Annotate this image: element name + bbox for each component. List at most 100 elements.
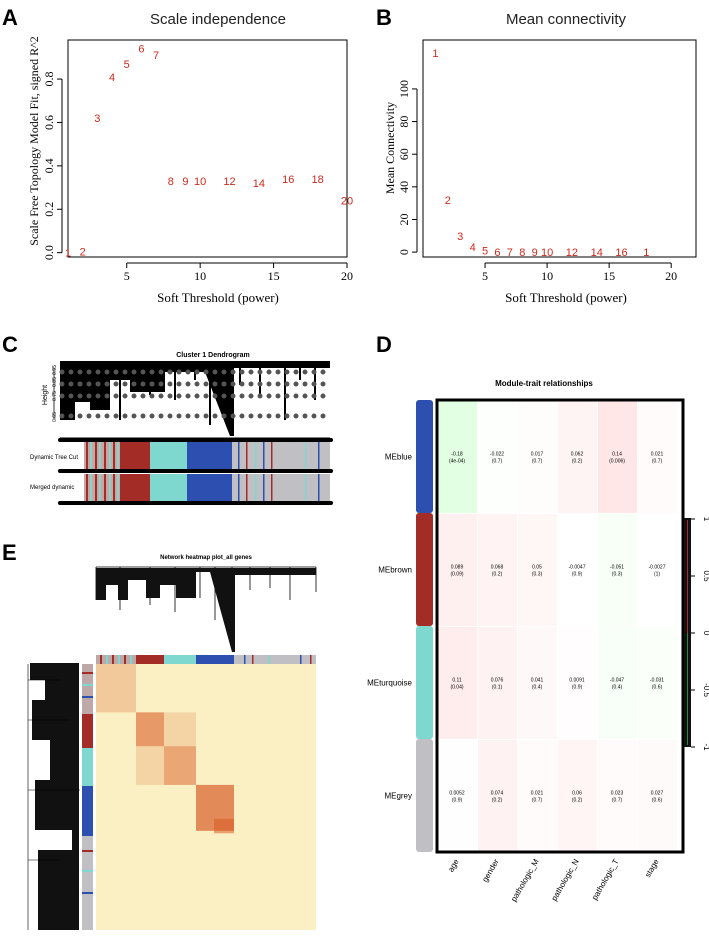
- chart-a-ylabel: Scale Free Topology Model Fit, signed R^…: [27, 36, 41, 246]
- heatmap-cell: [478, 740, 517, 852]
- chart-e-left-module-bar: [82, 664, 93, 930]
- y-tick-label: 0.95: [52, 365, 58, 375]
- heatmap-cell: [638, 627, 677, 739]
- module-stripe: [95, 441, 97, 470]
- module-stripe: [238, 441, 240, 470]
- panel-b: B Mean connectivity 5 10 15 20 020406080100…: [376, 5, 697, 305]
- y-tick-label: 0.8: [42, 72, 56, 87]
- heatmap-cell: [478, 401, 517, 513]
- cell-correlation: 0.06: [572, 791, 582, 797]
- cell-pvalue: (0.3): [612, 572, 623, 578]
- y-tick-label: 0.65: [52, 412, 58, 422]
- colorbar-tick-label: -0.5: [702, 683, 709, 697]
- data-point-label: 3: [457, 231, 463, 243]
- cell-correlation: 0.021: [651, 452, 664, 458]
- chart-d-frame: [435, 398, 685, 854]
- cell-correlation: 0.0052: [449, 791, 465, 797]
- data-point-label: 14: [253, 178, 265, 190]
- cell-pvalue: (0.2): [572, 459, 583, 465]
- heatmap-cell: [438, 401, 477, 513]
- module-block-core: [214, 818, 234, 834]
- cell-pvalue: (0.006): [609, 459, 625, 465]
- x-tick-label: 5: [482, 269, 488, 283]
- module-stripe: [95, 474, 97, 502]
- heatmap-cell: [638, 401, 677, 513]
- module-color-MEgrey: [416, 739, 433, 852]
- cell-correlation: 0.05: [532, 565, 542, 571]
- chart-b-ylabel: Mean Connectivity: [383, 102, 397, 194]
- heatmap-cell: [598, 514, 637, 626]
- y-tick-label: 0.2: [42, 202, 56, 217]
- chart-e-title: Network heatmap plot_all genes: [160, 555, 252, 561]
- left-dendrogram-mass: [30, 663, 79, 930]
- module-stripe: [100, 655, 102, 664]
- cell-correlation: 0.14: [612, 452, 622, 458]
- y-tick-label: 0.75: [52, 391, 58, 401]
- cell-pvalue: (0.9): [572, 572, 583, 578]
- row-label: MEblue: [385, 453, 413, 462]
- module-stripe: [117, 441, 119, 470]
- chart-b-x-axis: 5 10 15 20: [482, 262, 677, 283]
- heatmap-cell: [518, 514, 557, 626]
- cell-correlation: 0.089: [451, 565, 464, 571]
- cell-correlation: 0.027: [651, 791, 664, 797]
- module-stripe: [99, 474, 101, 502]
- module-stripe: [118, 655, 120, 664]
- cell-correlation: 0.062: [571, 452, 584, 458]
- cell-correlation: 0.074: [491, 791, 504, 797]
- module-stripe: [104, 441, 106, 470]
- data-point-label: 9: [532, 247, 538, 259]
- module-stripe: [106, 655, 108, 664]
- chart-c-title: Cluster 1 Dendrogram: [176, 352, 250, 359]
- cell-pvalue: (0.2): [492, 798, 503, 804]
- module-stripe: [109, 441, 111, 470]
- module-stripe: [82, 870, 93, 872]
- chart-d-module-colors: [416, 400, 433, 852]
- y-tick-label: 0.85: [52, 377, 58, 387]
- module-block-overlap: [136, 712, 196, 785]
- cell-pvalue: (0.3): [532, 572, 543, 578]
- module-stripe: [113, 474, 115, 502]
- cell-correlation: -0.18: [451, 452, 463, 458]
- module-stripe: [244, 655, 246, 664]
- module-color-MEturquoise: [416, 626, 433, 739]
- data-point-label: 12: [223, 176, 235, 188]
- data-point-label: 7: [153, 50, 159, 62]
- heatmap-cell: [518, 740, 557, 852]
- cell-pvalue: (0.7): [532, 459, 543, 465]
- module-turquoise: [150, 441, 187, 470]
- x-tick-label: 10: [194, 269, 206, 283]
- heatmap-cell: [558, 740, 597, 852]
- panel-letter-d: D: [376, 332, 392, 357]
- left-dendrogram-lines: [27, 664, 80, 930]
- data-point-label: 7: [507, 247, 513, 259]
- module-stripe: [268, 655, 270, 664]
- row-label: MEbrown: [378, 566, 412, 575]
- x-tick-label: 15: [603, 269, 615, 283]
- column-label: pathologic_N: [550, 857, 581, 902]
- data-point-label: 4: [470, 242, 476, 254]
- data-point-label: 10: [541, 247, 553, 259]
- module-brown: [120, 441, 150, 470]
- module-block: [136, 712, 164, 747]
- cell-pvalue: (0.9): [452, 798, 463, 804]
- module-color-MEbrown: [416, 513, 433, 626]
- column-label: pathologic_T: [590, 857, 621, 901]
- cell-pvalue: (0.1): [492, 685, 503, 691]
- module-blue: [187, 474, 232, 502]
- cell-correlation: -0.031: [650, 678, 664, 684]
- top-dendrogram-mass: [96, 568, 316, 652]
- module-turquoise: [164, 655, 196, 664]
- column-label: gender: [480, 857, 500, 883]
- cell-correlation: 0.041: [531, 678, 544, 684]
- module-stripe: [238, 474, 240, 502]
- cell-pvalue: (0.7): [492, 459, 503, 465]
- data-point-label: 4: [109, 72, 115, 84]
- chart-a-title: Scale independence: [150, 11, 286, 28]
- module-stripe: [112, 655, 114, 664]
- data-point-label: 16: [282, 174, 294, 186]
- cell-correlation: -0.051: [610, 565, 624, 571]
- chart-c-dendrogram: [59, 361, 333, 441]
- chart-d-colorbar: 1 0.5 0 -0.5 -1: [684, 517, 709, 751]
